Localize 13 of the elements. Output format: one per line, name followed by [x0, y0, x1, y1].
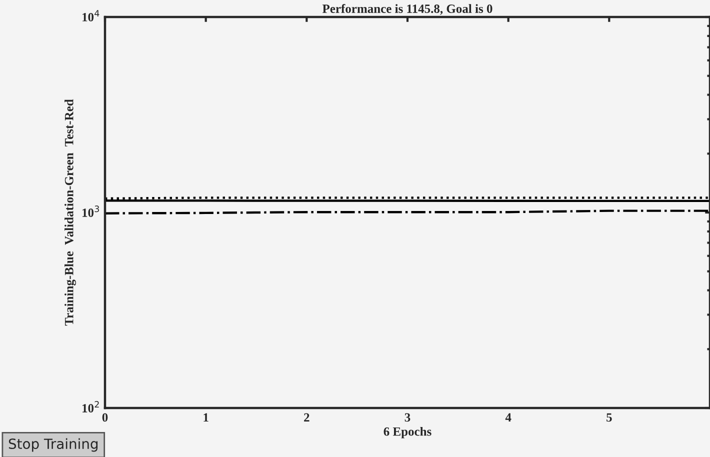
x-tick-label: 4: [505, 413, 512, 422]
y-tick-label: 10$^{2}$: [82, 401, 99, 412]
text: Stop Training: [8, 438, 98, 452]
x-axis-title: 6 Epochs: [384, 426, 432, 438]
chart-title: Performance is 1145.8, Goal is 0: [322, 4, 492, 15]
y-tick-label: 10$^{4}$: [82, 10, 100, 22]
y-axis-title: Training-Blue Validation-Green Test-Red: [64, 99, 76, 326]
x-tick-label: 3: [404, 413, 410, 422]
y-tick-label: 10$^{3}$: [82, 206, 99, 217]
x-tick-label: 0: [102, 413, 108, 422]
x-tick-label: 2: [304, 413, 310, 422]
x-tick-label: 1: [204, 413, 208, 422]
x-tick-label: 5: [606, 413, 612, 422]
